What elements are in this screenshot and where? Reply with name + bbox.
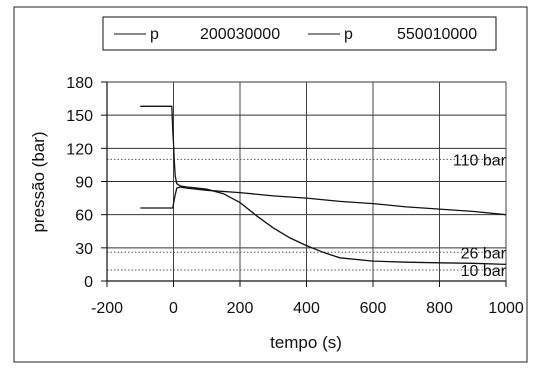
x-tick-label: 200 (227, 300, 254, 317)
legend-symbol-1: p (150, 26, 159, 43)
reference-line-label: 26 bar (461, 245, 507, 262)
x-tick-label: 1000 (488, 300, 524, 317)
legend-box (102, 16, 497, 51)
y-tick-label: 90 (75, 175, 93, 192)
reference-line-label: 110 bar (453, 152, 507, 169)
y-tick-label: 30 (75, 241, 93, 258)
series-lines (140, 105, 507, 266)
x-tick-label: 600 (360, 300, 387, 317)
y-tick-label: 150 (66, 108, 93, 125)
y-axis-label: pressão (bar) (29, 131, 48, 232)
reference-line-label: 10 bar (461, 263, 507, 280)
y-tick-label: 60 (75, 208, 93, 225)
legend-symbol-2: p (344, 26, 353, 43)
x-tick-label: 800 (426, 300, 453, 317)
x-tick-label: 0 (169, 300, 178, 317)
y-tick-label: 120 (66, 141, 93, 158)
series-line-1 (140, 105, 507, 266)
series-line-2 (140, 186, 507, 216)
x-tick-label: -200 (91, 300, 123, 317)
legend-code-2: 550010000 (397, 26, 477, 43)
x-tick-labels: -200 0 200 400 600 800 1000 (91, 281, 524, 317)
y-tick-label: 180 (66, 75, 93, 92)
y-tick-labels: 0 30 60 90 120 150 180 (66, 75, 107, 291)
y-tick-label: 0 (84, 274, 93, 291)
x-tick-label: 400 (293, 300, 320, 317)
x-axis-label: tempo (s) (270, 333, 342, 352)
legend: p 200030000 p 550010000 (102, 16, 497, 51)
legend-code-1: 200030000 (200, 26, 280, 43)
